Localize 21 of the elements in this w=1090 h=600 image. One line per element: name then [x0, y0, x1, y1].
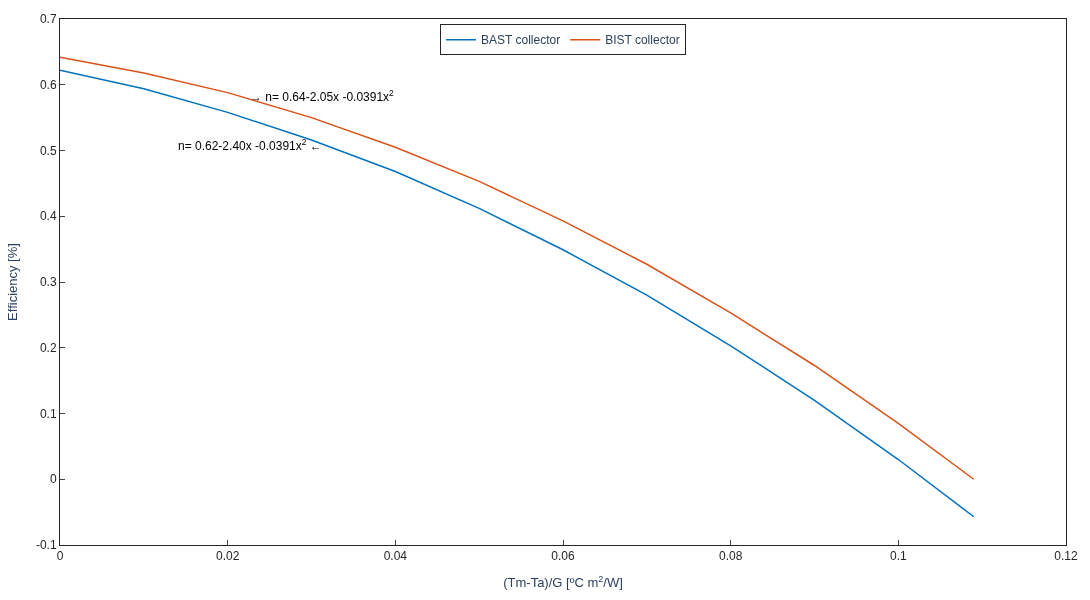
x-tick-label: 0.08	[718, 549, 743, 564]
y-tick-label: 0.3	[39, 275, 57, 290]
x-tick-label: 0.02	[215, 549, 240, 564]
legend-label: BAST collector	[481, 33, 561, 48]
annotation: → n= 0.64-2.05x -0.0391x$^{2}$	[250, 88, 395, 105]
y-tick-label: 0.1	[39, 406, 57, 421]
x-axis-title: (Tm-Ta)/G [ºC m$^{2}$/W]	[503, 573, 623, 590]
y-axis-title: Efficiency [%]	[4, 243, 20, 321]
y-tick-label: 0.2	[39, 340, 57, 355]
y-tick-label: 0	[49, 472, 57, 487]
y-tick-label: -0.1	[35, 538, 57, 553]
x-tick-label: 0.04	[383, 549, 408, 564]
x-tick-label: 0.06	[551, 549, 575, 564]
y-tick-label: 0.7	[39, 12, 57, 27]
x-tick-label: 0.12	[1054, 549, 1078, 564]
annotation: n= 0.62-2.40x -0.0391x$^{2}$ ←	[178, 137, 322, 154]
y-tick-label: 0.4	[39, 209, 57, 224]
y-tick-label: 0.6	[39, 77, 57, 92]
legend-label: BIST collector	[605, 33, 680, 48]
x-tick-label: 0.1	[889, 549, 907, 564]
y-tick-label: 0.5	[39, 143, 57, 158]
